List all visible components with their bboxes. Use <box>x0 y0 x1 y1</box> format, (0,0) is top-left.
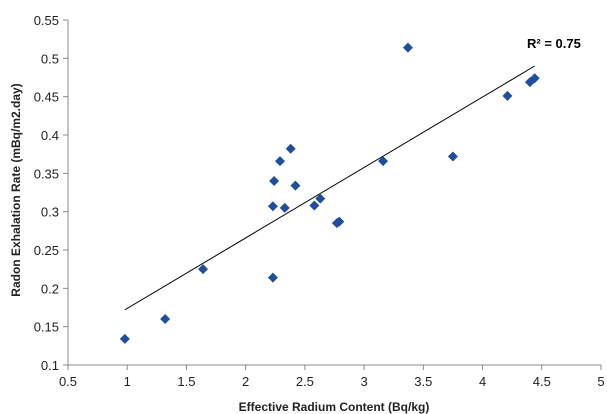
x-tick-label: 0.5 <box>59 374 77 389</box>
y-tick-label: 0.55 <box>34 13 59 28</box>
x-tick-label: 1.5 <box>177 374 195 389</box>
r-squared-annotation: R² = 0.75 <box>527 36 581 51</box>
y-tick-label: 0.45 <box>34 90 59 105</box>
data-point <box>315 193 326 204</box>
x-tick-label: 4.5 <box>533 374 551 389</box>
data-point <box>267 272 278 283</box>
data-point <box>198 264 209 275</box>
data-points <box>119 42 540 344</box>
y-tick-label: 0.4 <box>41 128 59 143</box>
plot-area: 0.5 1 1.5 2 2.5 3 3.5 4 4.5 5 0.10.150.20.250.30.… <box>34 13 605 389</box>
x-axis-ticks: 0.5 1 1.5 2 2.5 3 3.5 4 4.5 5 <box>59 365 605 389</box>
data-point <box>502 90 513 101</box>
x-tick-label: 4 <box>479 374 486 389</box>
x-tick-label: 3 <box>360 374 367 389</box>
trendline <box>124 65 535 311</box>
x-tick-label: 2.5 <box>296 374 314 389</box>
data-point <box>269 176 280 186</box>
x-axis-title: Effective Radium Content (Bq/kg) <box>239 400 430 414</box>
data-point <box>529 73 540 84</box>
y-tick-label: 0.3 <box>41 205 59 220</box>
data-point <box>119 333 130 344</box>
data-point <box>447 151 458 162</box>
data-point <box>279 202 290 213</box>
data-point <box>290 180 301 191</box>
y-tick-label: 0.1 <box>41 358 59 373</box>
y-axis-title: Radon Exhalation Rate (mBq/m2.day) <box>9 83 23 296</box>
data-point <box>334 216 345 227</box>
y-tick-label: 0.15 <box>34 320 59 335</box>
y-tick-label: 0.2 <box>41 281 59 296</box>
data-point <box>275 156 286 167</box>
y-tick-label: 0.5 <box>41 51 59 66</box>
data-point <box>309 200 320 211</box>
y-axis-ticks: 0.1 0.15 0.2 0.25 0.3 0.35 0.4 0.45 0.5 0.55 <box>34 13 68 373</box>
x-tick-label: 5 <box>597 374 604 389</box>
y-tick-label: 0.25 <box>34 243 59 258</box>
x-tick-label: 1 <box>124 374 131 389</box>
data-point <box>285 143 296 154</box>
data-point <box>402 42 413 53</box>
data-point <box>160 314 171 324</box>
y-tick-label: 0.35 <box>34 166 59 181</box>
data-point <box>378 156 389 167</box>
x-tick-label: 3.5 <box>414 374 432 389</box>
data-point <box>267 201 278 212</box>
x-tick-label: 2 <box>242 374 249 389</box>
